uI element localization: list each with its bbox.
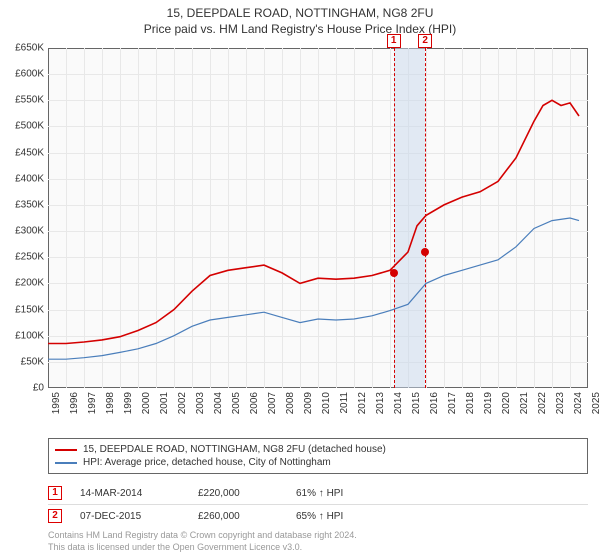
legend-label: 15, DEEPDALE ROAD, NOTTINGHAM, NG8 2FU (… bbox=[83, 444, 386, 455]
x-tick-label: 1995 bbox=[51, 392, 62, 414]
x-tick-label: 1997 bbox=[87, 392, 98, 414]
x-tick-label: 2013 bbox=[375, 392, 386, 414]
legend-item: HPI: Average price, detached house, City… bbox=[55, 456, 581, 469]
y-tick-label: £0 bbox=[33, 383, 44, 394]
x-tick-label: 2007 bbox=[267, 392, 278, 414]
x-tick-label: 2005 bbox=[231, 392, 242, 414]
x-tick-label: 2012 bbox=[357, 392, 368, 414]
x-tick-label: 2017 bbox=[447, 392, 458, 414]
x-tick-label: 2009 bbox=[303, 392, 314, 414]
y-tick-label: £200K bbox=[15, 278, 44, 289]
legend: 15, DEEPDALE ROAD, NOTTINGHAM, NG8 2FU (… bbox=[48, 438, 588, 474]
sale-date: 14-MAR-2014 bbox=[80, 488, 180, 499]
chart-title: 15, DEEPDALE ROAD, NOTTINGHAM, NG8 2FU bbox=[0, 0, 600, 20]
x-tick-label: 2006 bbox=[249, 392, 260, 414]
y-tick-label: £600K bbox=[15, 69, 44, 80]
x-tick-label: 2024 bbox=[573, 392, 584, 414]
series-lines bbox=[48, 48, 588, 388]
footer-line-2: This data is licensed under the Open Gov… bbox=[48, 542, 588, 554]
sale-pct: 65% ↑ HPI bbox=[296, 511, 386, 522]
plot-area: 12 bbox=[48, 48, 588, 388]
x-tick-label: 2001 bbox=[159, 392, 170, 414]
sale-pct: 61% ↑ HPI bbox=[296, 488, 386, 499]
x-tick-label: 2010 bbox=[321, 392, 332, 414]
y-tick-label: £500K bbox=[15, 121, 44, 132]
x-tick-label: 2016 bbox=[429, 392, 440, 414]
series-hpi bbox=[48, 218, 579, 359]
y-axis: £0£50K£100K£150K£200K£250K£300K£350K£400… bbox=[0, 48, 46, 388]
legend-item: 15, DEEPDALE ROAD, NOTTINGHAM, NG8 2FU (… bbox=[55, 443, 581, 456]
chart-subtitle: Price paid vs. HM Land Registry's House … bbox=[0, 20, 600, 40]
x-tick-label: 2023 bbox=[555, 392, 566, 414]
sale-price: £220,000 bbox=[198, 488, 278, 499]
series-property bbox=[48, 100, 579, 343]
footer-line-1: Contains HM Land Registry data © Crown c… bbox=[48, 530, 588, 542]
sale-price: £260,000 bbox=[198, 511, 278, 522]
y-tick-label: £150K bbox=[15, 304, 44, 315]
y-tick-label: £650K bbox=[15, 43, 44, 54]
chart-container: 15, DEEPDALE ROAD, NOTTINGHAM, NG8 2FU P… bbox=[0, 0, 600, 560]
y-tick-label: £350K bbox=[15, 199, 44, 210]
marker-label: 1 bbox=[387, 34, 401, 48]
x-tick-label: 2019 bbox=[483, 392, 494, 414]
legend-label: HPI: Average price, detached house, City… bbox=[83, 457, 331, 468]
x-tick-label: 2015 bbox=[411, 392, 422, 414]
y-tick-label: £550K bbox=[15, 95, 44, 106]
y-tick-label: £250K bbox=[15, 252, 44, 263]
y-tick-label: £300K bbox=[15, 226, 44, 237]
x-tick-label: 2018 bbox=[465, 392, 476, 414]
x-tick-label: 2008 bbox=[285, 392, 296, 414]
x-tick-label: 2014 bbox=[393, 392, 404, 414]
y-tick-label: £450K bbox=[15, 147, 44, 158]
x-tick-label: 2021 bbox=[519, 392, 530, 414]
y-tick-label: £400K bbox=[15, 173, 44, 184]
marker-label: 2 bbox=[418, 34, 432, 48]
sale-number-badge: 1 bbox=[48, 486, 62, 500]
sales-table: 1 14-MAR-2014 £220,000 61% ↑ HPI 2 07-DEC-201… bbox=[48, 482, 588, 527]
x-axis: 1995 1996 1997 1998 1999 2000 2001 2002 2003 2004… bbox=[48, 390, 588, 440]
x-tick-label: 2004 bbox=[213, 392, 224, 414]
x-tick-label: 1999 bbox=[123, 392, 134, 414]
x-tick-label: 2000 bbox=[141, 392, 152, 414]
sale-row: 1 14-MAR-2014 £220,000 61% ↑ HPI bbox=[48, 482, 588, 505]
x-tick-label: 1996 bbox=[69, 392, 80, 414]
y-tick-label: £100K bbox=[15, 330, 44, 341]
x-tick-label: 2020 bbox=[501, 392, 512, 414]
x-tick-label: 2011 bbox=[339, 392, 350, 414]
legend-swatch bbox=[55, 462, 77, 464]
sale-number-badge: 2 bbox=[48, 509, 62, 523]
legend-swatch bbox=[55, 449, 77, 451]
x-tick-label: 2025 bbox=[591, 392, 600, 414]
x-tick-label: 2002 bbox=[177, 392, 188, 414]
x-tick-label: 1998 bbox=[105, 392, 116, 414]
x-tick-label: 2022 bbox=[537, 392, 548, 414]
y-tick-label: £50K bbox=[21, 356, 44, 367]
footer: Contains HM Land Registry data © Crown c… bbox=[48, 530, 588, 553]
x-tick-label: 2003 bbox=[195, 392, 206, 414]
sale-row: 2 07-DEC-2015 £260,000 65% ↑ HPI bbox=[48, 505, 588, 527]
sale-date: 07-DEC-2015 bbox=[80, 511, 180, 522]
